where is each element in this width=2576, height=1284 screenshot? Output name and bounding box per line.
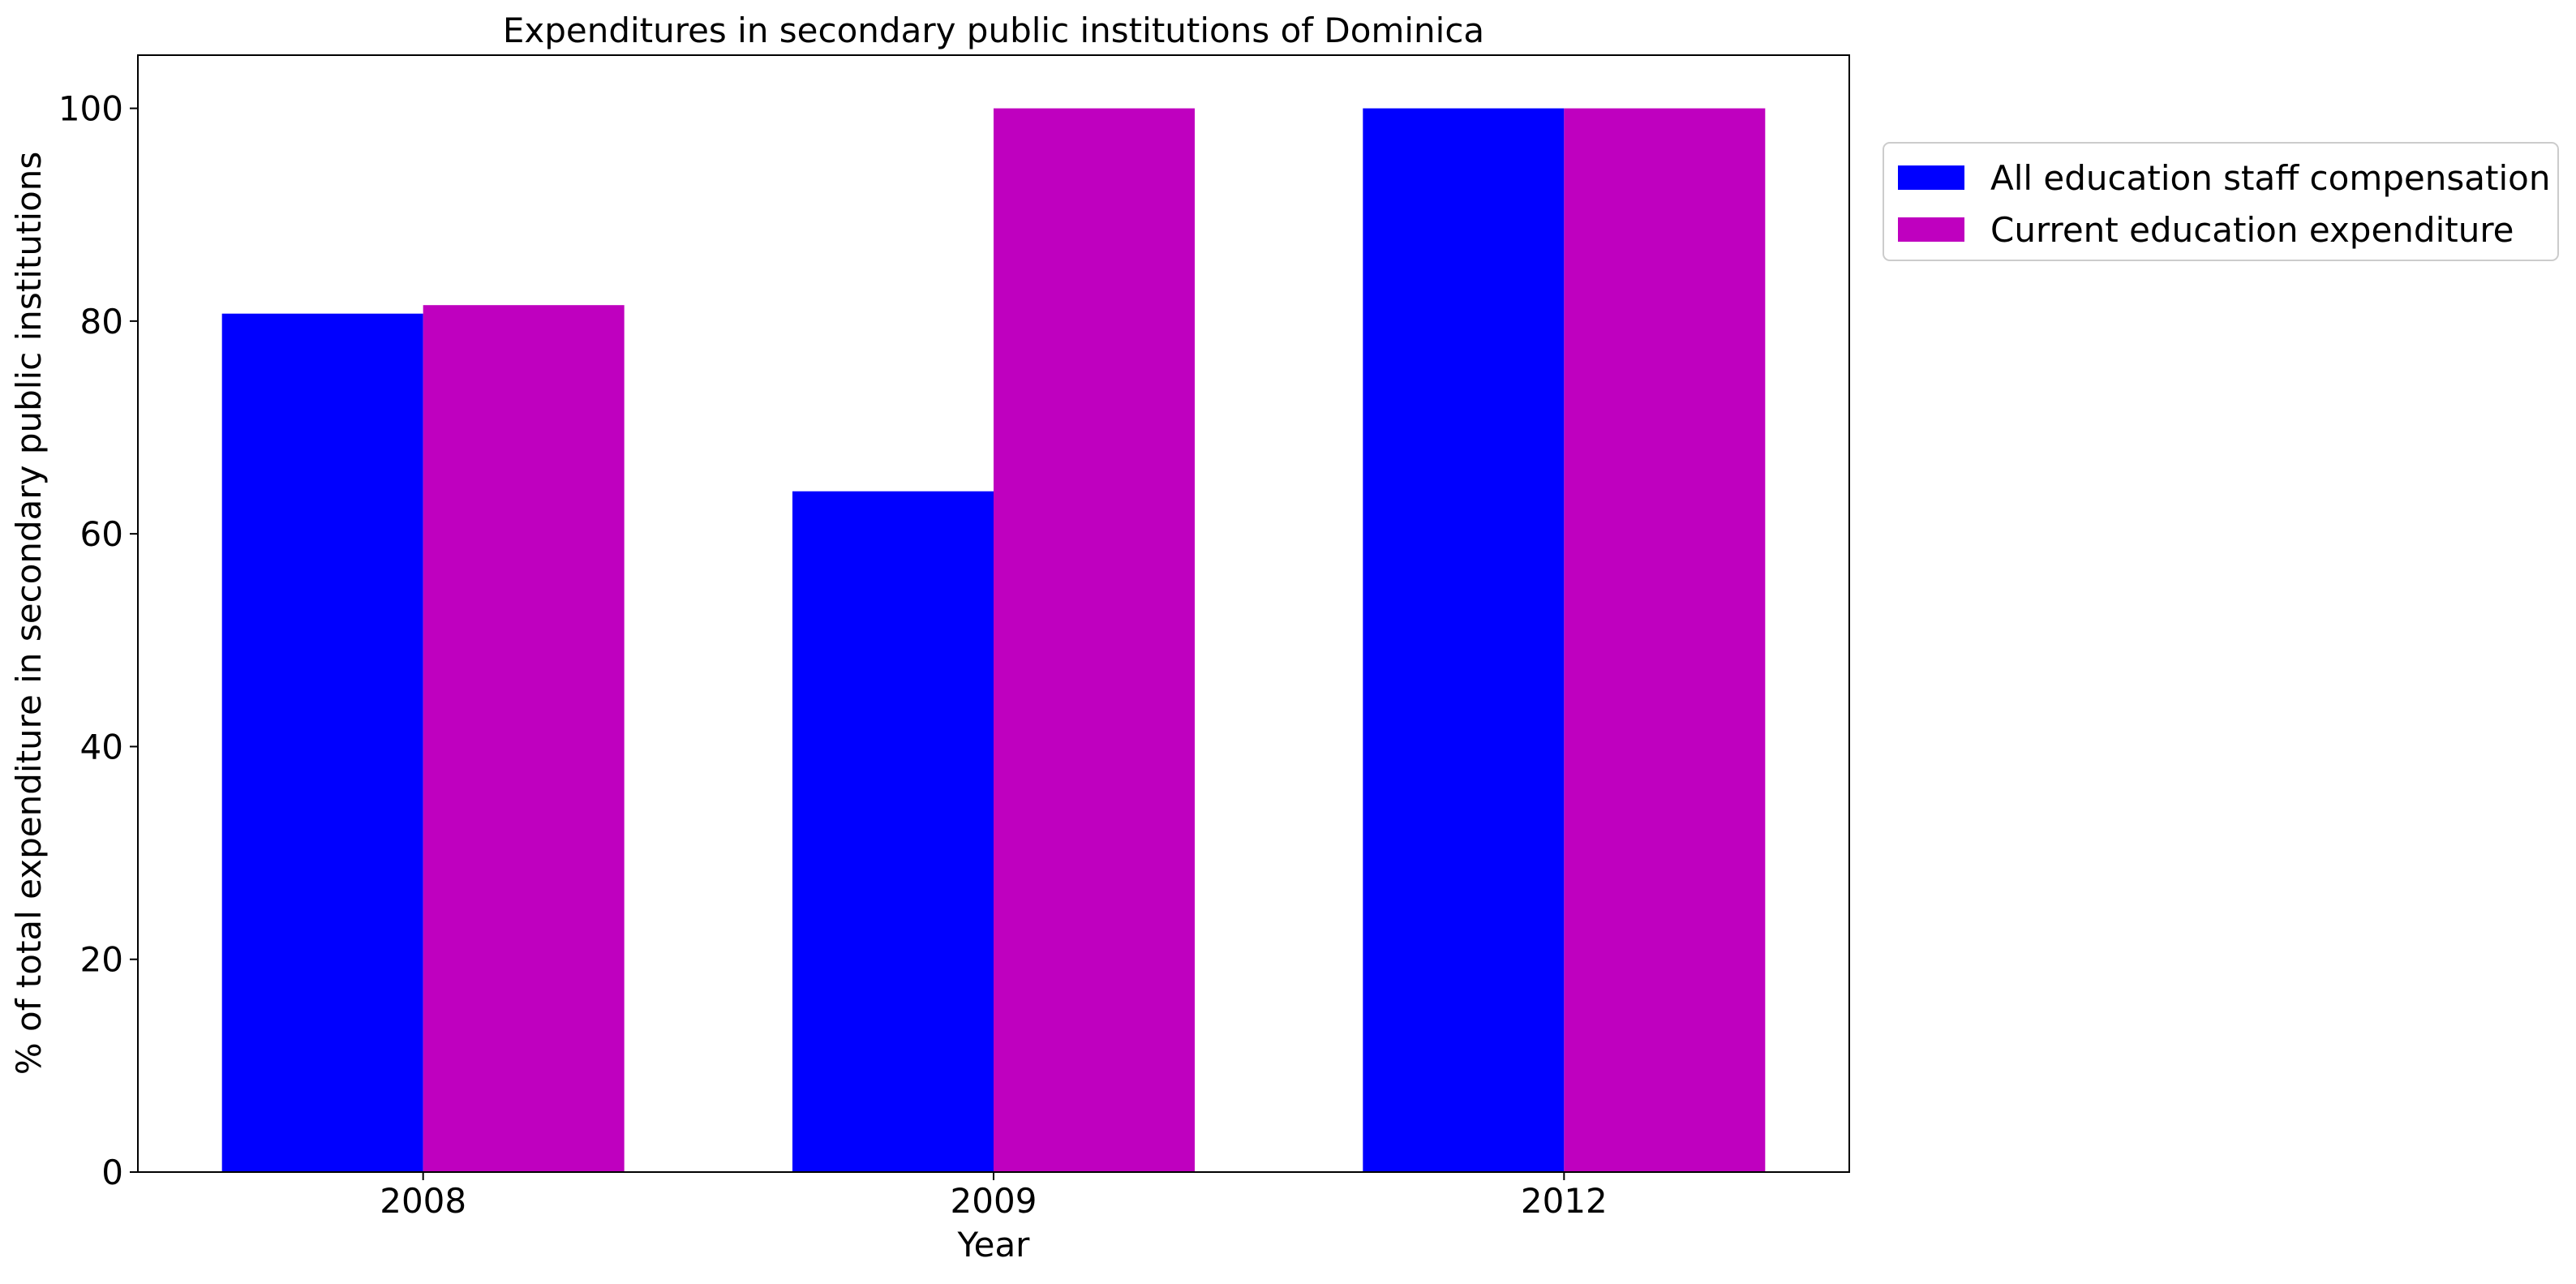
y-tick-label: 0 <box>101 1153 123 1192</box>
bar-2008-series-1 <box>221 313 423 1173</box>
y-tick-label: 40 <box>80 727 123 767</box>
bars-layer <box>221 108 1766 1173</box>
y-tick-label: 100 <box>58 89 123 129</box>
y-axis-label: % of total expenditure in secondary publ… <box>9 152 49 1076</box>
x-tick-label: 2008 <box>380 1181 466 1221</box>
legend-frame <box>1883 142 2559 261</box>
bar-2012-series-1 <box>1363 108 1565 1173</box>
legend-swatch-series-1 <box>1898 165 1964 190</box>
y-tick-label: 20 <box>80 940 123 980</box>
bar-2009-series-1 <box>792 491 994 1172</box>
legend-swatch-series-2 <box>1898 217 1964 242</box>
y-tick-label: 60 <box>80 514 123 554</box>
legend-label-series-1: All education staff compensation <box>1990 158 2550 198</box>
legend: All education staff compensation Current … <box>1883 142 2559 261</box>
chart-title: Expenditures in secondary public institu… <box>503 11 1484 50</box>
x-axis-label: Year <box>957 1225 1031 1265</box>
x-tick-label: 2009 <box>951 1181 1037 1221</box>
x-axis-ticks: 2008 2009 2012 <box>380 1172 1608 1221</box>
legend-items: All education staff compensation Current … <box>1898 158 2550 250</box>
y-axis-ticks: 0 20 40 60 80 100 <box>58 89 138 1192</box>
bar-2009-series-2 <box>994 108 1195 1173</box>
x-tick-label: 2012 <box>1521 1181 1608 1221</box>
bar-2008-series-2 <box>423 305 625 1173</box>
y-tick-label: 80 <box>80 302 123 341</box>
bar-2012-series-2 <box>1564 108 1766 1173</box>
legend-label-series-2: Current education expenditure <box>1990 210 2514 250</box>
plot-frame <box>137 54 1850 1173</box>
